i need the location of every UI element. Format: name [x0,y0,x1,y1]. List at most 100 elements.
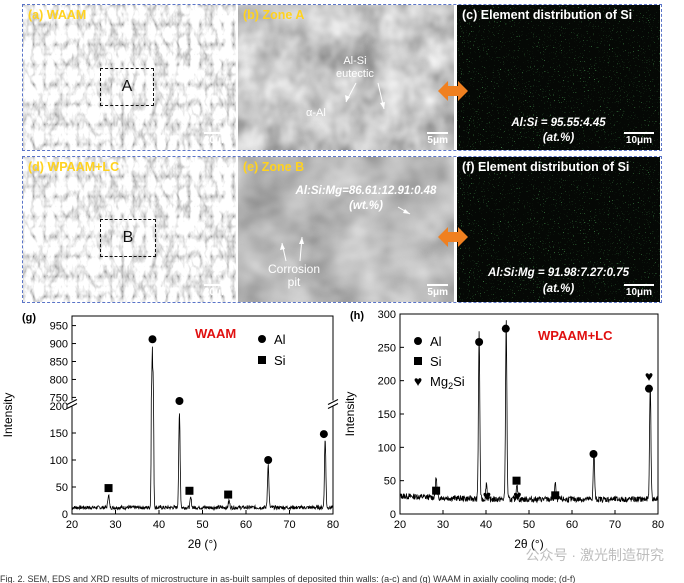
panel-b-sem-zone-a: (b) Zone A Al-Si eutectic α-Al 5μm [238,5,454,150]
panel-d-sem-wpaam: (d) WPAAM+LC B 20μm [23,157,236,302]
y-tick-label: 150 [50,428,68,440]
y-axis-label: Intensity [1,393,15,438]
zone-a-box: A [100,68,154,106]
x-tick-label: 60 [566,519,578,531]
xrd-plot-g: 20 30 40 50 60 70 80 2θ (°) Intensity (g) 0 50 100 15… [0,308,342,581]
sem-image-e [238,157,454,302]
phase-marker-square [551,491,560,500]
x-tick-label: 40 [153,519,165,531]
phase-marker-circle [264,456,273,464]
x-tick-label: 50 [523,519,535,531]
panel-a-sem-waam: (a) WAAM A 20μm [23,5,236,150]
panel-b-title: (b) Zone A [243,8,305,22]
eds-ratio-e: Al:Si:Mg=86.61:12.91:0.48 [295,185,437,197]
sem-image-a [23,5,236,150]
y-tick-label: 100 [50,455,68,467]
scale-bar-e: 5μm [427,284,448,298]
phase-marker-circle [501,324,510,333]
watermark-text: 公众号 · 激光制造研究 [525,547,664,563]
y-tick-label: 150 [378,409,396,421]
x-tick-label: 30 [109,519,121,531]
panel-f-title: (f) Element distribution of Si [462,160,630,174]
phase-marker-circle [644,384,653,393]
axis-break-gap [70,400,76,407]
legend-symbol-circle [414,337,422,345]
eds-unit-c: (at.%) [542,132,575,144]
phase-marker-circle [475,338,484,346]
x-tick-label: 70 [283,519,295,531]
sem-row-wpaam: (d) WPAAM+LC B 20μm (e) Zone B Al:Si:Mg=… [22,156,662,303]
scale-bar-b: 5μm [427,132,448,146]
legend-symbol-circle [258,335,266,343]
annotation-alpha-al: α-Al [306,107,326,119]
y-tick-label: 300 [378,309,396,321]
phase-marker-circle [175,397,184,405]
legend-label: Al [274,332,286,347]
annotation-al-si-eutectic: Al-Si eutectic [336,55,374,80]
legend-symbol-heart: ♥ [414,373,422,389]
y-tick-label: 100 [378,442,396,454]
phase-marker-square [185,486,194,495]
phase-marker-circle [589,450,598,458]
y-axis-label: Intensity [343,392,357,437]
y-tick-label: 950 [50,321,68,333]
phase-marker-square [432,486,441,495]
y-tick-label: 50 [384,476,396,488]
eds-unit-e: (wt.%) [349,200,383,212]
panel-d-title: (d) WPAAM+LC [28,160,120,174]
scale-bar-d: 20μm [203,284,230,298]
eds-unit-f: (at.%) [542,283,575,295]
legend-label: Al [430,334,442,349]
legend-label: Mg2Si [430,374,465,391]
panel-c-title: (c) Element distribution of Si [462,8,633,22]
chart-title: WAAM [195,326,236,341]
xrd-chart-wpaam: 20 30 40 50 60 70 80 2θ (°) Intensity (h) 0 50 100 15… [343,309,664,551]
panel-label: (h) [350,310,364,322]
phase-marker-circle [148,335,157,344]
sem-row-waam: (a) WAAM A 20μm (b) Zone A Al-Si eutecti… [22,4,662,151]
x-axis-label: 2θ (°) [188,537,217,551]
double-arrow-icon-row1 [438,81,468,101]
panel-a-title: (a) WAAM [28,8,87,22]
xrd-plot-h: 20 30 40 50 60 70 80 2θ (°) Intensity (h) 0 50 100 15… [342,308,684,581]
y-tick-label: 200 [50,401,68,413]
x-tick-label: 20 [66,519,78,531]
axis-break-mark [327,399,339,409]
legend-label: Si [430,354,442,369]
phase-marker-circle [319,430,328,439]
sem-image-d [23,157,236,302]
annotation-arrows-b [345,82,385,110]
axis-break-gap [330,400,336,407]
x-tick-label: 70 [609,519,621,531]
phase-marker-square [104,484,113,493]
phase-marker-heart: ♥ [483,487,491,503]
x-tick-label: 30 [437,519,449,531]
sem-image-b [238,5,454,150]
y-tick-label: 0 [62,509,68,521]
annotation-corrosion-pit: Corrosion pit [268,262,321,289]
x-tick-label: 20 [394,519,406,531]
axis-break-mark [66,399,78,409]
y-tick-label: 0 [390,509,396,521]
eds-ratio-f: Al:Si:Mg = 91.98:7.27:0.75 [488,267,629,279]
eds-map-f [457,157,660,302]
annotation-arrows-e [280,206,411,262]
x-tick-label: 80 [327,519,339,531]
y-tick-label: 50 [56,482,68,494]
scale-bar-f: 10μm [624,284,654,298]
y-tick-label: 800 [50,374,68,386]
xrd-pattern-line [71,346,334,511]
scale-bar-c: 10μm [624,132,654,146]
legend-label: Si [274,353,286,368]
y-tick-label: 200 [378,376,396,388]
y-tick-label: 900 [50,339,68,351]
phase-marker-heart: ♥ [645,368,653,384]
chart-title: WPAAM+LC [538,328,613,343]
zone-b-box: B [100,219,156,257]
scale-bar-a: 20μm [203,132,230,146]
y-tick-label: 750 [50,392,68,404]
x-tick-label: 40 [480,519,492,531]
panel-label: (g) [22,312,36,324]
legend-symbol-square [414,357,422,365]
panel-e-title: (e) Zone B [243,160,305,174]
